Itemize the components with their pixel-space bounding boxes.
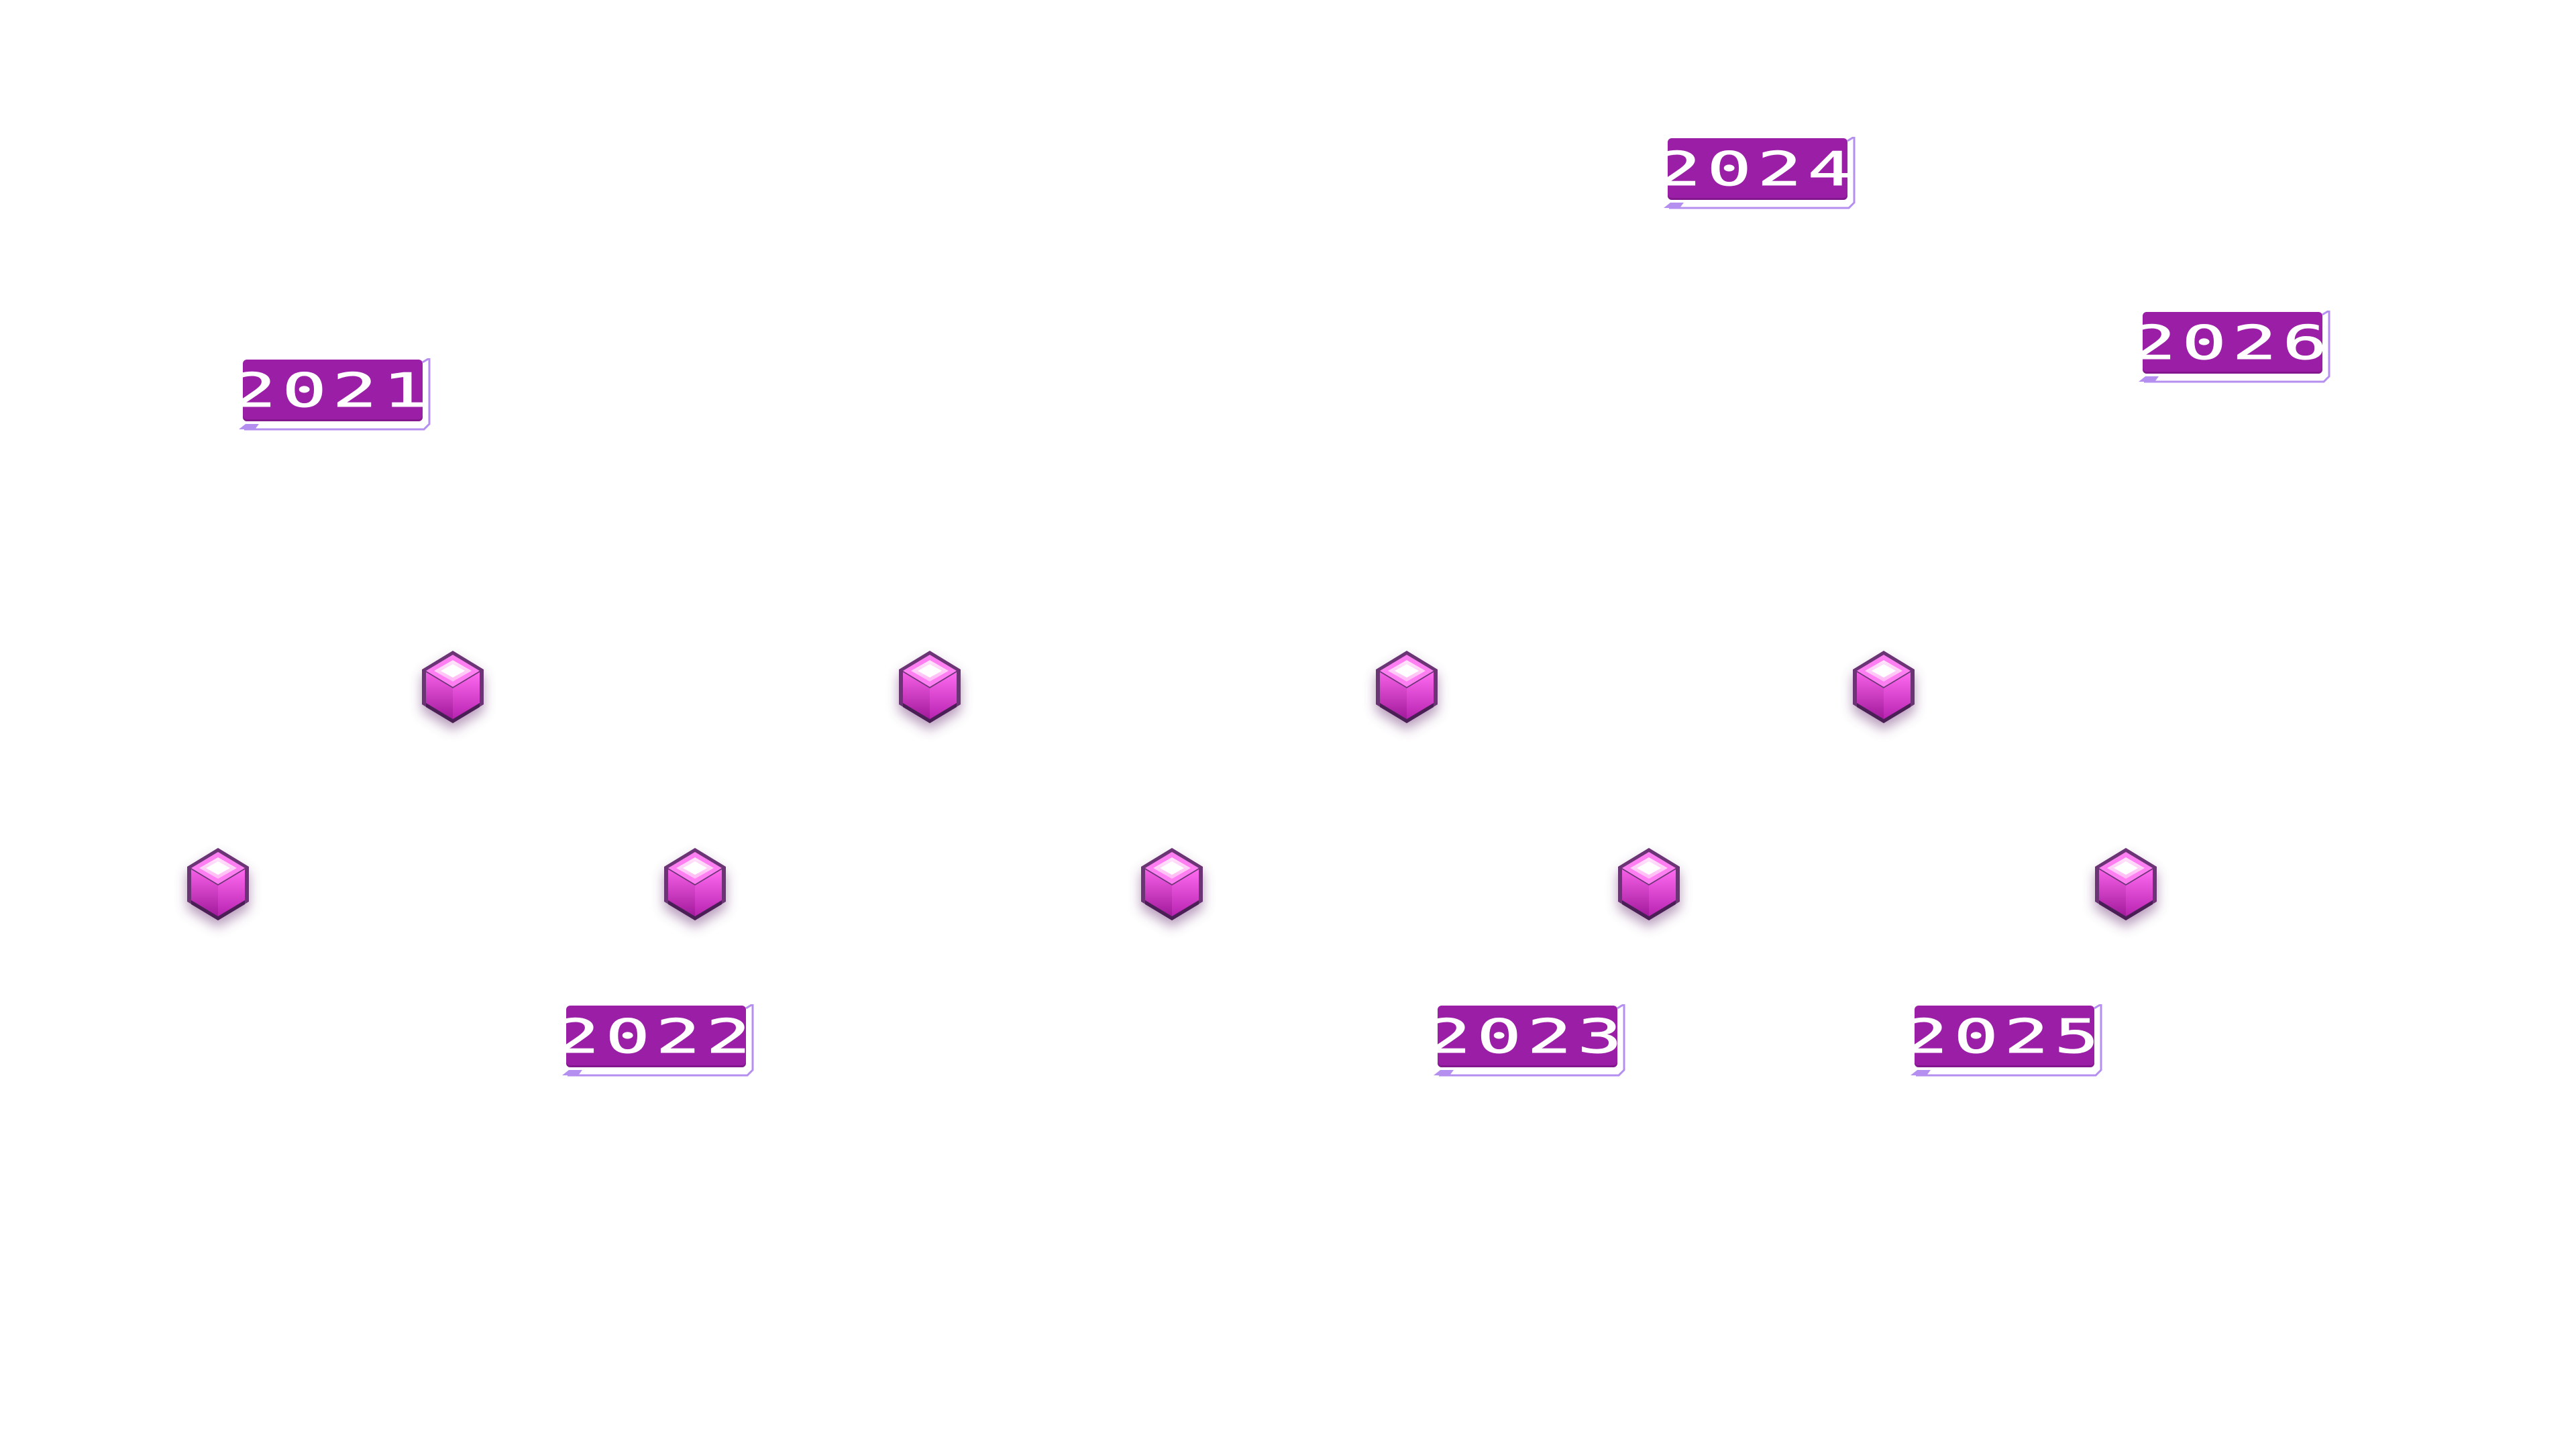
year-badge-2021: 2021 [231, 358, 432, 431]
year-label: 2022 [555, 1008, 757, 1064]
cube-gem-icon [1617, 847, 1681, 927]
badge-frame [562, 1004, 754, 1077]
year-label: 2024 [1656, 141, 1859, 197]
badge-frame [1664, 137, 1856, 209]
badge-plate: 2023 [1426, 1006, 1623, 1067]
year-badge-2022: 2022 [555, 1004, 755, 1077]
badge-plate: 2025 [1903, 1006, 2100, 1067]
year-label: 2026 [2131, 315, 2334, 370]
badge-plate: 2026 [2131, 312, 2328, 374]
cube-gem-icon [1140, 847, 1204, 927]
cube-gem-icon [186, 847, 250, 927]
cube-gem-icon [1375, 649, 1439, 730]
year-label: 2021 [231, 362, 434, 418]
badge-frame [239, 358, 431, 431]
badge-frame [1434, 1004, 1625, 1077]
cube-gem-icon [663, 847, 727, 927]
year-badge-2024: 2024 [1656, 137, 1857, 209]
year-badge-2025: 2025 [1903, 1004, 2104, 1077]
cube-gem-icon [1851, 649, 1916, 730]
year-label: 2025 [1903, 1008, 2106, 1064]
badge-plate: 2021 [231, 360, 428, 421]
year-badge-2026: 2026 [2131, 311, 2332, 383]
badge-plate: 2022 [555, 1006, 751, 1067]
cube-gem-icon [421, 649, 485, 730]
year-label: 2023 [1426, 1008, 1629, 1064]
cube-gem-icon [898, 649, 962, 730]
badge-plate: 2024 [1656, 138, 1853, 200]
badge-frame [2139, 311, 2330, 383]
cube-gem-icon [2094, 847, 2158, 927]
year-badge-2023: 2023 [1426, 1004, 1627, 1077]
badge-frame [1911, 1004, 2102, 1077]
